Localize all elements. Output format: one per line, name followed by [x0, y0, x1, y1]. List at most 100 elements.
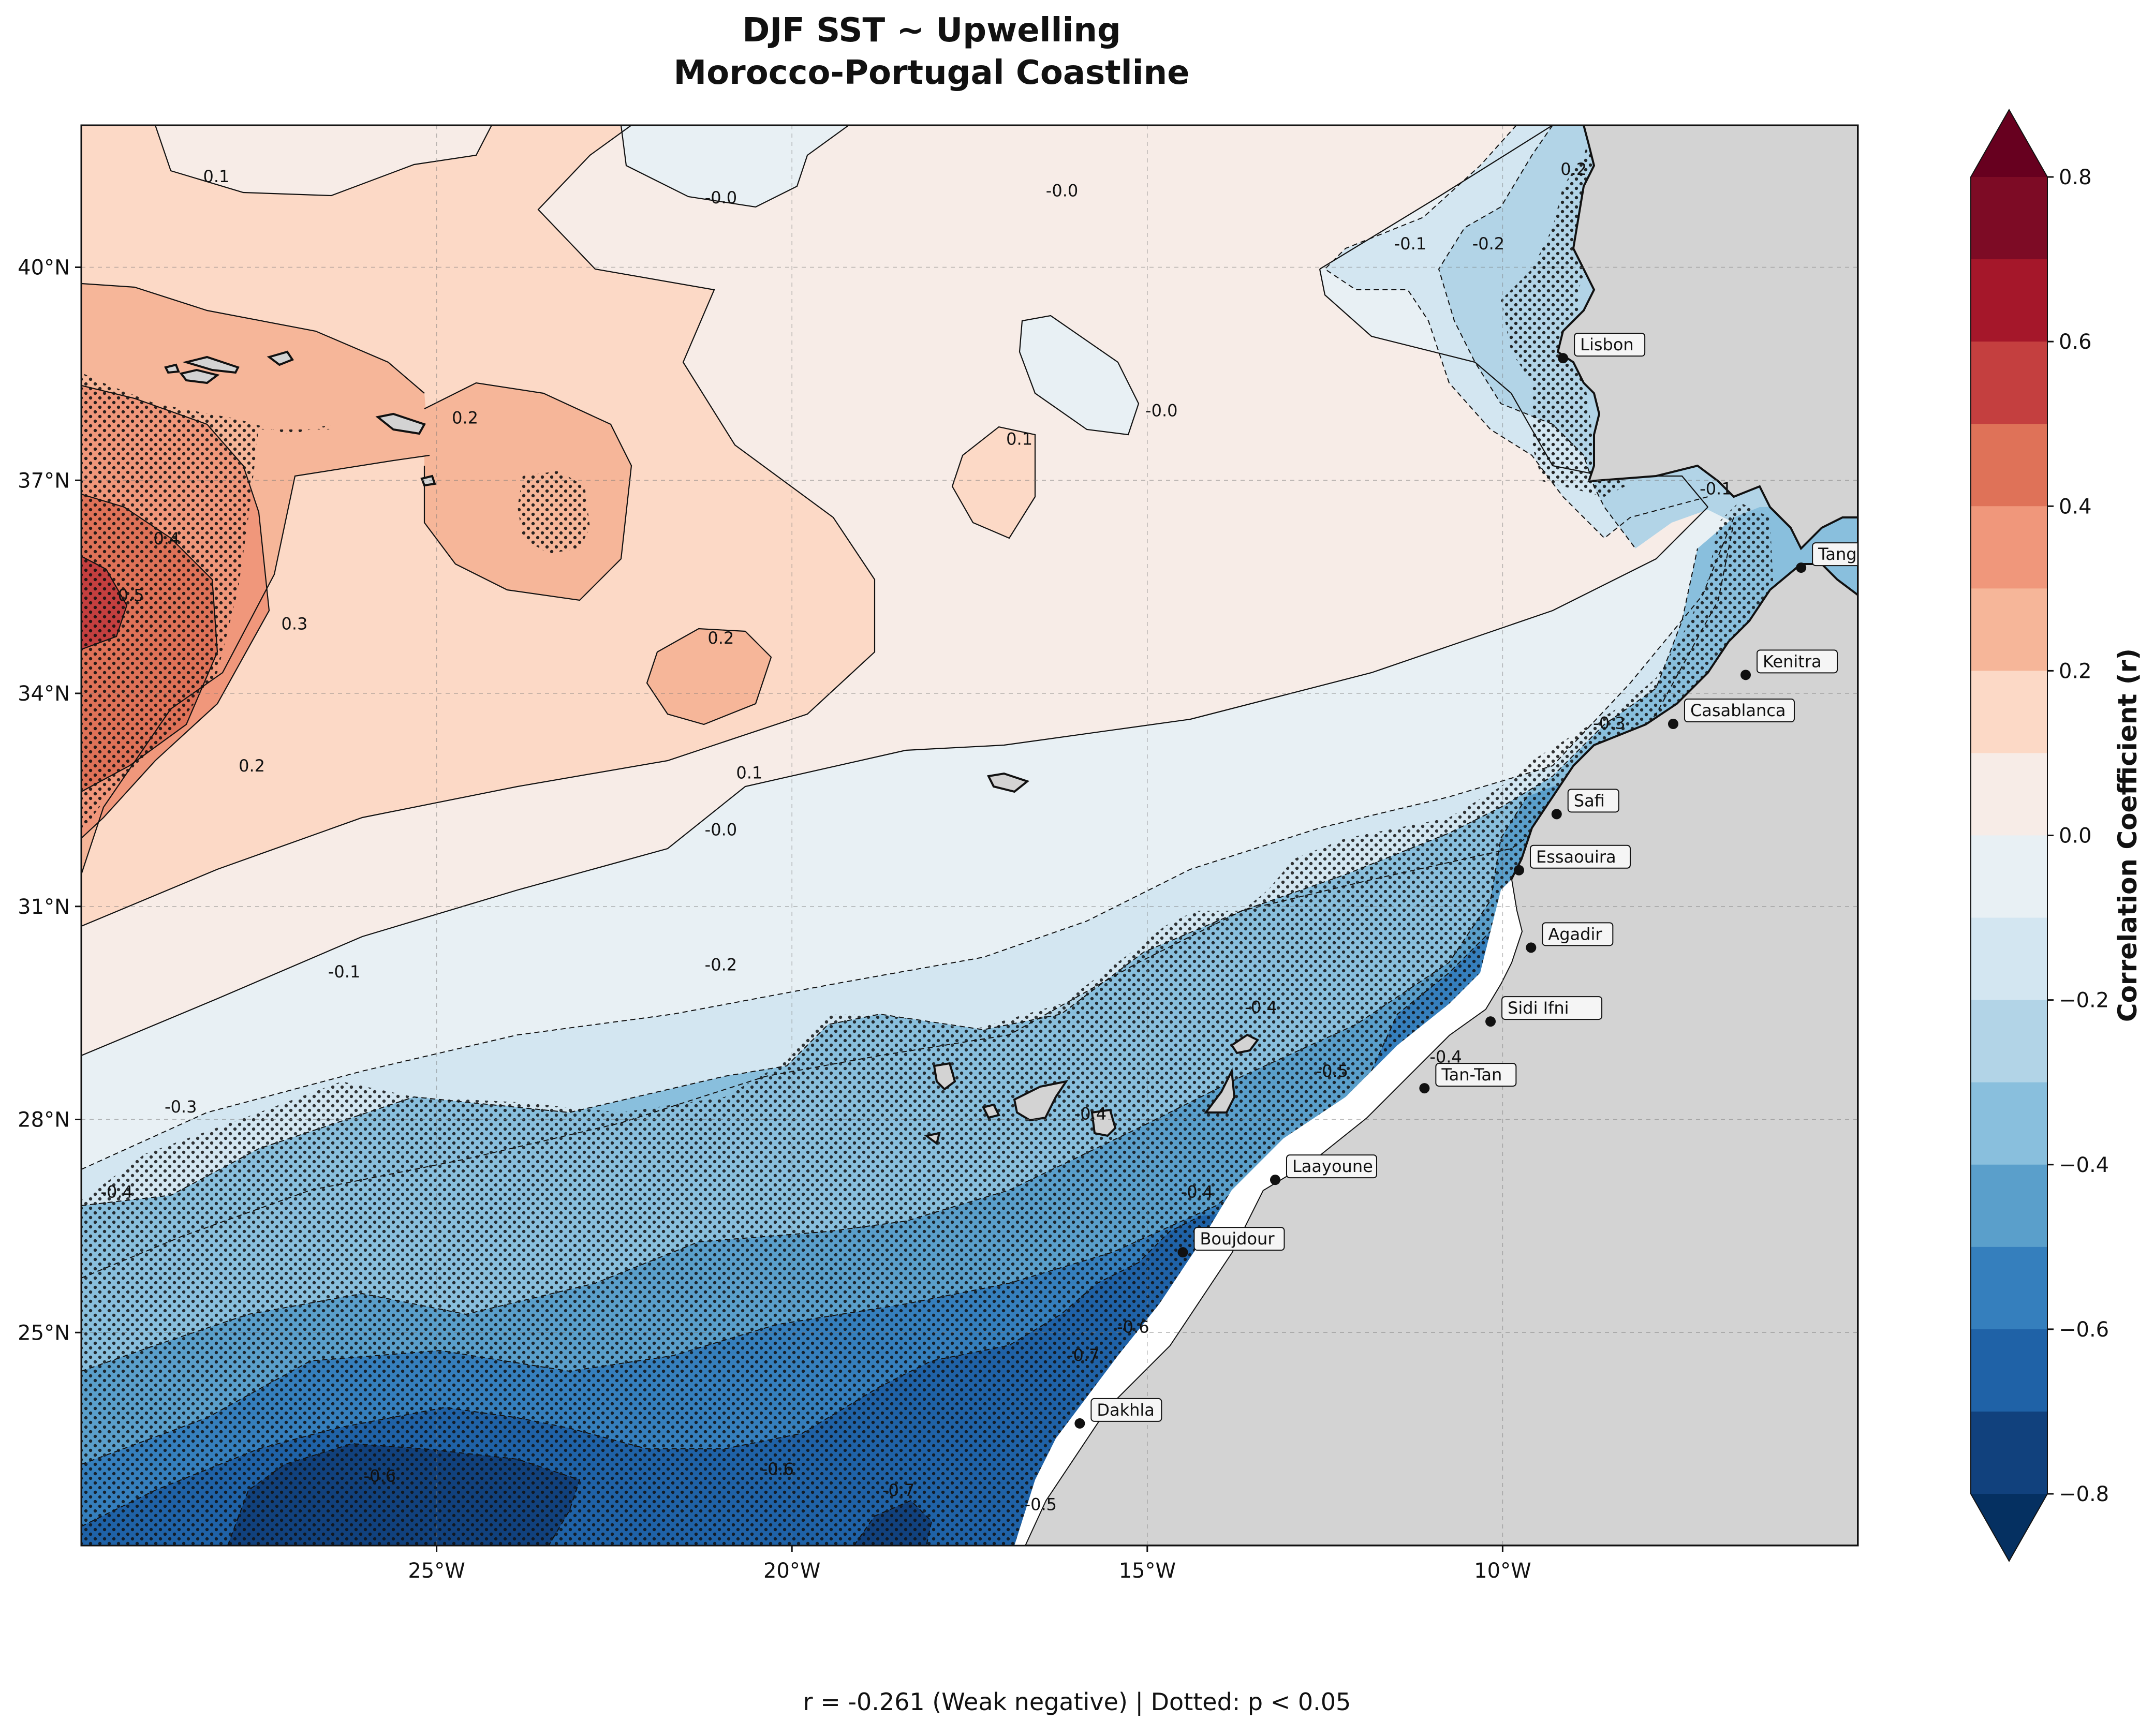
- city-label-box: [1757, 649, 1838, 674]
- contour-label: -0.2: [705, 955, 737, 974]
- contour-0.1-b: [81, 125, 876, 927]
- colorbar-band: [1971, 671, 2047, 753]
- city-label-box: [1567, 789, 1619, 813]
- contour-label: -0.4: [1074, 1104, 1106, 1124]
- contour-0.2-a: [423, 382, 632, 601]
- city-marker: [1485, 1016, 1496, 1027]
- contour-neg-0.2-b: [1438, 125, 1636, 549]
- contour-0.4: [81, 493, 218, 792]
- lat-tick-label: 28°N: [18, 1108, 70, 1132]
- city-label: Kenitra: [1763, 651, 1822, 671]
- city-label-box: [1286, 1154, 1377, 1179]
- colorbar-band: [1971, 917, 2047, 1001]
- contour-label: -0.3: [1593, 714, 1625, 733]
- contour-label: -0.4: [1245, 998, 1277, 1017]
- city-label-box: [1193, 1227, 1285, 1251]
- colorbar-band: [1971, 835, 2047, 918]
- contour-label: -0.7: [882, 1480, 914, 1500]
- contour-label: 0.3: [282, 614, 308, 633]
- contour-label: -0.2: [1472, 234, 1504, 254]
- colorbar-band: [1971, 1247, 2047, 1330]
- city-label-box: [1435, 1063, 1517, 1087]
- contour-label: 0.2: [452, 408, 478, 427]
- contour-label: -0.1: [1394, 234, 1426, 254]
- contour-0.0-a: [1019, 315, 1140, 436]
- colorbar-tick-label: 0.6: [2059, 330, 2092, 354]
- contour-lines: [81, 125, 1708, 1057]
- city-label-box: [1529, 844, 1631, 869]
- lat-tick-label: 31°N: [18, 895, 70, 919]
- contour-label: -0.6: [1117, 1317, 1149, 1337]
- city-marker: [1740, 670, 1751, 680]
- island-azores-2: [179, 368, 220, 384]
- island-canary-7: [924, 1132, 941, 1146]
- significance-stipple-south: [81, 502, 1775, 1546]
- colorbar-tick-label: −0.8: [2059, 1482, 2109, 1506]
- contour-label: 0.2: [707, 628, 734, 648]
- significance-stipple-center: [518, 471, 590, 554]
- contour-label: -0.6: [762, 1459, 794, 1479]
- city-label: Laayoune: [1292, 1156, 1373, 1176]
- footer-stats: r = -0.261 (Weak negative) | Dotted: p <…: [803, 1688, 1351, 1716]
- contour-0.3: [81, 384, 270, 839]
- contour-neg-0.5: [81, 921, 1501, 1465]
- contour-label: 0.1: [203, 167, 229, 186]
- contour-label: -0.5: [1025, 1494, 1057, 1514]
- contour-0.0-c: [81, 507, 1708, 1057]
- island-canary-1: [933, 1062, 956, 1091]
- island-azores-1: [182, 355, 240, 374]
- colorbar: 0.8 0.6 0.4 0.2 0.0 −0.2 −0.4 −0.6 −0.8 Correlat…: [1970, 108, 2143, 1563]
- city-marker: [1177, 1247, 1188, 1258]
- colorbar-extend-high: [1971, 110, 2047, 177]
- colorbar-band: [1971, 1082, 2047, 1165]
- colorbar-band: [1971, 1329, 2047, 1412]
- contour-neg-0.6: [81, 1215, 1201, 1527]
- lat-tick-label: 34°N: [18, 682, 70, 706]
- contour-0.1-c: [154, 125, 492, 197]
- contour-label: -0.4: [100, 1182, 132, 1201]
- title-line-1: DJF SST ~ Upwelling: [742, 11, 1121, 50]
- island-canary-3: [1013, 1080, 1069, 1122]
- city-markers: Lisbon Tangier Kenitra Casablanca Safi Essaou…: [1074, 333, 1858, 1429]
- colorbar-band: [1971, 177, 2047, 260]
- contour-label: 0.1: [736, 763, 762, 783]
- axis-ticks: 40°N 37°N 34°N 31°N 28°N 25°N 25°W 20°W 15°W 10°W: [18, 256, 1531, 1583]
- contour-label: -0.0: [1046, 181, 1078, 200]
- colorbar-tick-label: −0.4: [2059, 1153, 2109, 1177]
- colorbar-band: [1971, 424, 2047, 507]
- lat-tick-label: 40°N: [18, 256, 70, 280]
- colorbar-tick-label: −0.6: [2059, 1318, 2109, 1342]
- contour-neg-0.7: [227, 1443, 933, 1546]
- city-label-box: [1684, 699, 1795, 723]
- contour-label: -0.0: [705, 188, 737, 207]
- city-marker: [1668, 719, 1678, 730]
- islands: [164, 350, 1260, 1146]
- city-marker: [1526, 942, 1537, 953]
- significance-stipple-west: [81, 373, 331, 833]
- city-label: Tan-Tan: [1441, 1065, 1502, 1085]
- band-0.2-0.3-c: [647, 629, 771, 724]
- contour-label: -0.1: [328, 962, 360, 982]
- city-marker: [1558, 353, 1569, 364]
- island-azores-3: [267, 350, 294, 366]
- city-label: Lisbon: [1580, 335, 1634, 354]
- island-canary-2: [982, 1103, 1000, 1119]
- island-azores-6: [420, 474, 436, 487]
- contour-neg-0.1-b: [1324, 125, 1708, 539]
- contour-label: -0.7: [1067, 1345, 1099, 1365]
- island-azores-4: [164, 363, 180, 374]
- colorbar-band: [1971, 753, 2047, 836]
- contour-label: -0.6: [364, 1466, 396, 1486]
- contour-label: -0.0: [1145, 401, 1177, 421]
- colorbar-ticks: 0.8 0.6 0.4 0.2 0.0 −0.2 −0.4 −0.6 −0.8: [2047, 166, 2109, 1506]
- title-line-2: Morocco-Portugal Coastline: [673, 54, 1190, 92]
- city-label-box: [1574, 333, 1646, 357]
- lat-tick-label: 37°N: [18, 469, 70, 493]
- lon-tick-label: 20°W: [763, 1559, 820, 1583]
- city-label: Dakhla: [1097, 1400, 1155, 1420]
- city-label-box: [1812, 542, 1858, 567]
- city-label: Boujdour: [1200, 1229, 1275, 1249]
- colorbar-tick-label: −0.2: [2059, 989, 2109, 1013]
- city-marker: [1796, 562, 1807, 573]
- gridlines: [81, 125, 1858, 1546]
